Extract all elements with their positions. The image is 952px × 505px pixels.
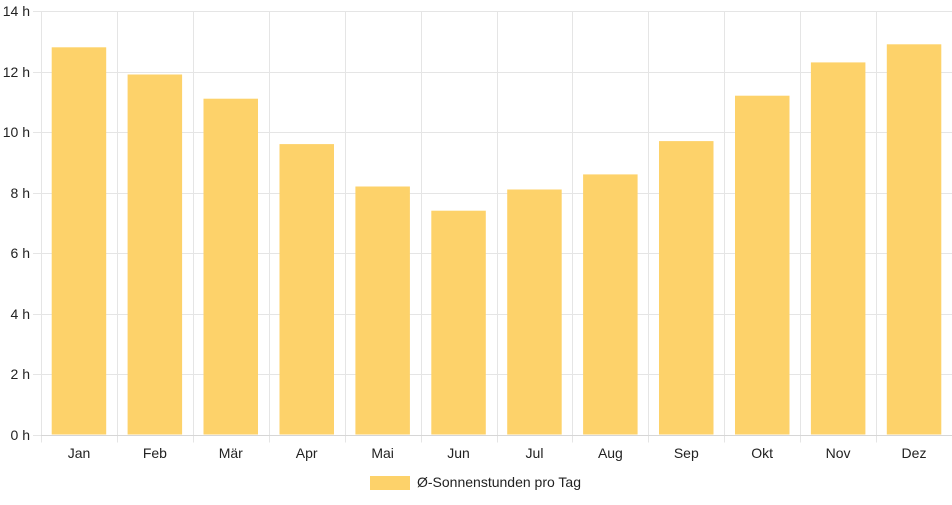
bar-feb[interactable] <box>127 74 183 435</box>
bar-sep[interactable] <box>659 141 714 435</box>
y-tick-label: 0 h <box>11 427 30 443</box>
x-tick-label: Sep <box>674 445 699 461</box>
y-tick-label: 4 h <box>11 306 30 322</box>
x-tick-label: Mär <box>219 445 243 461</box>
bar-jun[interactable] <box>431 210 486 435</box>
y-tick-label: 8 h <box>11 185 30 201</box>
x-tick-label: Mai <box>371 445 394 461</box>
x-tick-label: Jan <box>68 445 91 461</box>
bar-jan[interactable] <box>51 47 107 435</box>
x-tick-label: Nov <box>826 445 851 461</box>
x-tick-label: Jul <box>526 445 544 461</box>
bars <box>51 44 942 435</box>
x-tick-label: Apr <box>296 445 318 461</box>
grid <box>33 11 952 443</box>
legend-label[interactable]: Ø-Sonnenstunden pro Tag <box>417 474 581 490</box>
bar-jul[interactable] <box>507 189 562 435</box>
legend-swatch[interactable] <box>370 476 410 490</box>
y-tick-label: 10 h <box>3 124 30 140</box>
axes: 0 h 2 h 4 h 6 h 8 h 10 h 12 h 14 h Jan Feb Mär Apr M… <box>3 3 952 461</box>
x-tick-label: Jun <box>447 445 470 461</box>
y-tick-label: 2 h <box>11 366 30 382</box>
x-tick-label: Dez <box>902 445 927 461</box>
bar-dez[interactable] <box>886 44 942 435</box>
x-tick-label: Aug <box>598 445 623 461</box>
bar-mai[interactable] <box>355 186 410 435</box>
bar-nov[interactable] <box>810 62 866 435</box>
y-tick-label: 12 h <box>3 64 30 80</box>
y-tick-label: 6 h <box>11 245 30 261</box>
y-tick-label: 14 h <box>3 3 30 19</box>
legend[interactable]: Ø-Sonnenstunden pro Tag <box>370 474 581 490</box>
x-tick-label: Feb <box>143 445 167 461</box>
bar-apr[interactable] <box>279 144 335 435</box>
bar-mär[interactable] <box>203 98 259 435</box>
bar-aug[interactable] <box>583 174 638 435</box>
bar-okt[interactable] <box>735 95 790 435</box>
x-tick-label: Okt <box>751 445 773 461</box>
